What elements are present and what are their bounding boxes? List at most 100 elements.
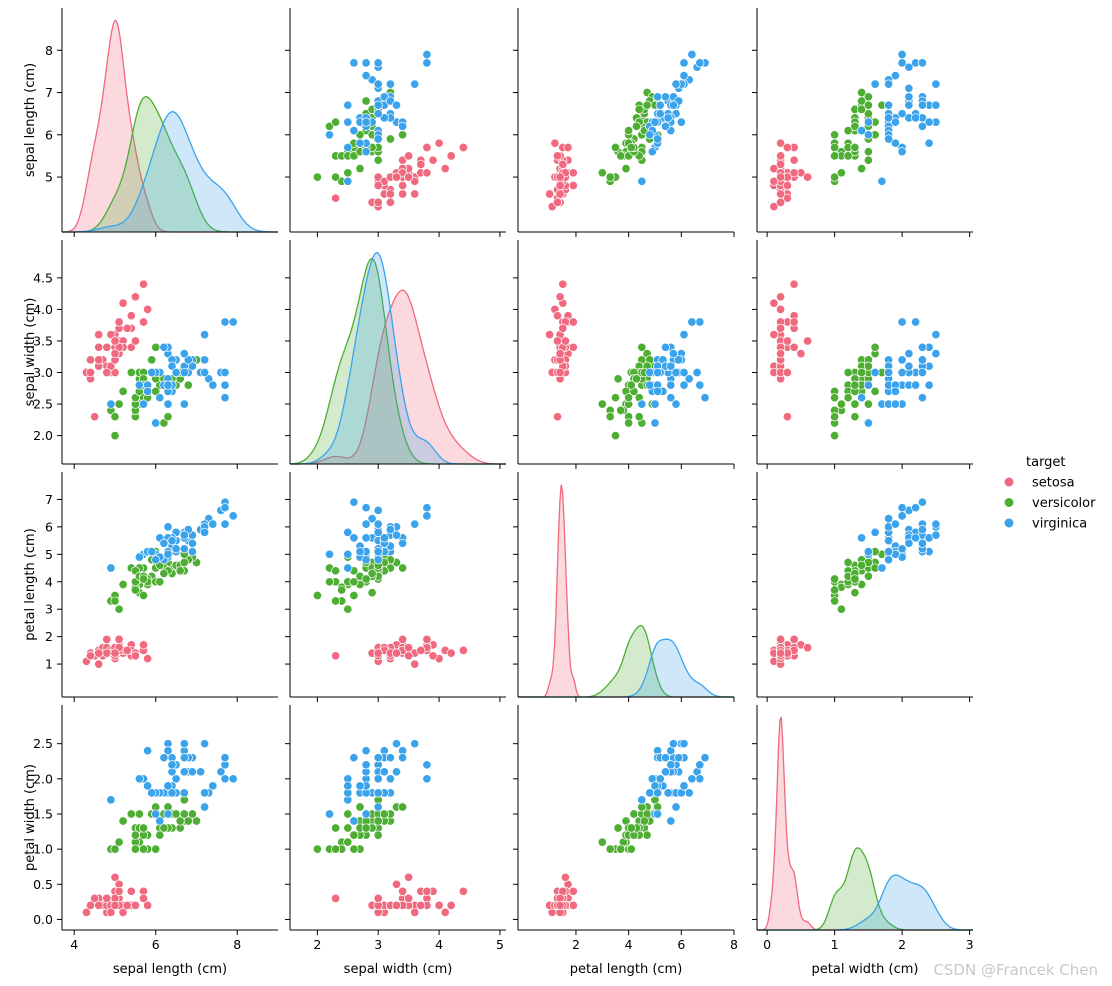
point-virginica — [911, 317, 921, 327]
point-versicolor — [863, 100, 873, 110]
point-virginica — [349, 58, 359, 68]
point-setosa — [555, 292, 565, 302]
point-virginica — [897, 58, 907, 68]
point-setosa — [552, 336, 563, 346]
point-versicolor — [613, 374, 623, 384]
point-setosa — [90, 893, 100, 903]
point-setosa — [440, 907, 450, 917]
point-virginica — [373, 79, 383, 89]
point-virginica — [220, 393, 230, 403]
point-virginica — [700, 393, 710, 403]
panel-sepal-width-vs-petal-width — [752, 240, 973, 469]
watermark: CSDN @Francek Chen — [933, 961, 1098, 979]
point-virginica — [653, 788, 663, 798]
point-setosa — [398, 634, 408, 644]
point-setosa — [560, 336, 570, 346]
point-versicolor — [610, 142, 621, 153]
point-virginica — [349, 533, 359, 543]
point-setosa — [782, 193, 792, 203]
point-setosa — [776, 292, 786, 302]
point-virginica — [163, 399, 173, 409]
point-virginica — [884, 547, 894, 557]
y-tick-label: 1.5 — [33, 806, 53, 821]
x-tick-label: 4 — [435, 937, 443, 952]
point-versicolor — [605, 412, 615, 422]
point-setosa — [555, 180, 565, 191]
point-virginica — [343, 781, 353, 791]
panel-sepal-width-vs-petal-length — [513, 240, 735, 469]
point-virginica — [650, 418, 660, 428]
point-virginica — [687, 49, 697, 60]
legend-marker-virginica — [1003, 517, 1015, 529]
point-setosa — [782, 180, 792, 191]
point-virginica — [134, 380, 144, 390]
point-versicolor — [138, 590, 149, 601]
point-virginica — [904, 62, 914, 72]
point-setosa — [776, 349, 786, 359]
point-virginica — [890, 399, 900, 409]
point-virginica — [666, 393, 676, 403]
point-virginica — [391, 100, 402, 110]
point-versicolor — [830, 431, 840, 441]
point-virginica — [668, 349, 678, 359]
point-virginica — [216, 767, 226, 777]
point-virginica — [155, 393, 165, 403]
point-setosa — [789, 634, 799, 644]
point-virginica — [645, 788, 655, 798]
point-versicolor — [863, 147, 873, 157]
x-axis-label-petal-length: petal length (cm) — [570, 962, 683, 977]
point-versicolor — [151, 342, 161, 352]
y-tick-label: 1 — [45, 657, 53, 672]
point-virginica — [897, 511, 907, 521]
point-virginica — [179, 767, 189, 777]
point-setosa — [789, 168, 799, 178]
point-virginica — [171, 774, 181, 784]
point-versicolor — [605, 172, 615, 182]
point-virginica — [361, 746, 371, 756]
point-setosa — [428, 155, 438, 165]
point-versicolor — [626, 142, 636, 153]
point-setosa — [545, 330, 555, 340]
panel-sepal-width-vs-sepal-length: 2.0 2.5 3.0 3.5 4.0 4.5 — [33, 240, 278, 469]
point-virginica — [917, 121, 927, 131]
point-setosa — [545, 189, 555, 199]
point-versicolor — [850, 380, 860, 390]
point-setosa — [94, 648, 104, 658]
point-versicolor — [361, 823, 371, 833]
point-virginica — [163, 522, 173, 532]
point-versicolor — [138, 844, 149, 854]
point-virginica — [897, 503, 907, 513]
point-virginica — [660, 767, 671, 777]
point-virginica — [917, 342, 927, 352]
point-virginica — [917, 100, 927, 110]
point-setosa — [404, 893, 414, 903]
point-versicolor — [118, 579, 128, 590]
point-virginica — [361, 809, 371, 819]
point-virginica — [687, 317, 697, 327]
point-virginica — [138, 399, 149, 409]
point-virginica — [385, 79, 395, 89]
panel-sepal-length-vs-petal-width — [752, 8, 973, 237]
point-setosa — [385, 197, 395, 207]
kde-fill-virginica — [518, 639, 734, 697]
point-virginica — [645, 367, 655, 378]
point-setosa — [404, 872, 414, 882]
point-setosa — [130, 336, 140, 346]
x-tick-label: 6 — [152, 937, 160, 952]
point-versicolor — [367, 568, 377, 579]
point-setosa — [94, 355, 104, 365]
y-axis-label-sepal-width: sepal width (cm) — [23, 298, 38, 407]
point-virginica — [361, 147, 371, 157]
point-versicolor — [312, 844, 322, 854]
point-virginica — [220, 774, 230, 784]
point-versicolor — [830, 172, 840, 182]
point-versicolor — [312, 172, 322, 182]
point-virginica — [228, 511, 238, 521]
x-tick-label: 6 — [677, 937, 685, 952]
point-versicolor — [126, 367, 136, 378]
point-versicolor — [361, 574, 371, 584]
point-setosa — [769, 176, 779, 186]
point-virginica — [134, 552, 144, 562]
point-setosa — [776, 159, 786, 169]
